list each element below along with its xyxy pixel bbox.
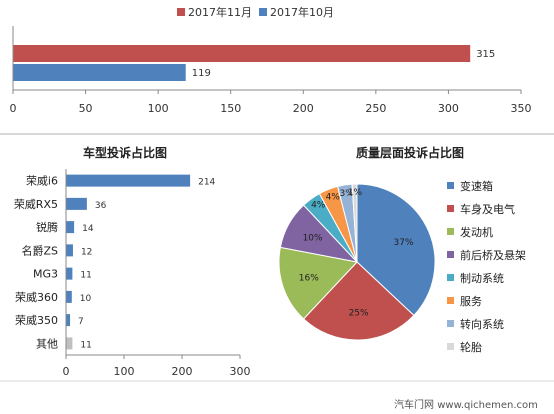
top-x-tick-label: 300	[438, 102, 459, 115]
model-bar	[66, 244, 73, 257]
pie-slice	[356, 183, 436, 317]
pie-slice-label: 3%	[340, 189, 355, 199]
pie-legend-label: 服务	[460, 295, 482, 308]
quality-pie-chart: 37%25%16%10%4%4% 3%1%	[278, 183, 436, 341]
legend-label-0: 2017年11月	[188, 5, 252, 19]
top-x-tick-label: 100	[148, 102, 169, 115]
pie-legend-swatch	[447, 320, 454, 327]
pie-slice-label: 16%	[299, 274, 319, 284]
pie-slice	[278, 246, 358, 320]
model-category-label: 荣威350	[15, 314, 58, 327]
model-bar-chart: 荣威i6 214 荣威RX5 36 锐腾 14 名爵ZS 12 MG3 11 荣威360 10 荣威35…	[14, 169, 251, 378]
pie-legend-swatch	[447, 228, 454, 235]
top-x-tick-label: 200	[293, 102, 314, 115]
legend-label-1: 2017年10月	[270, 5, 334, 19]
model-bar-label: 7	[78, 317, 84, 327]
quality-chart-title: 质量层面投诉占比图	[356, 145, 464, 160]
model-category-label: MG3	[33, 268, 58, 281]
top-bar-0	[13, 45, 471, 62]
model-category-label: 其他	[36, 337, 58, 350]
top-bar-chart: 315 119 0 50 100 150 200 250 300 350	[10, 26, 532, 115]
model-bar	[66, 197, 87, 210]
pie-slice-label: 1%	[348, 188, 363, 198]
pie-slice-label: 25%	[349, 309, 369, 319]
top-bar-label-0: 315	[476, 49, 495, 60]
model-chart-title: 车型投诉占比图	[83, 145, 167, 160]
top-x-tick-label: 250	[365, 102, 386, 115]
model-bar	[66, 337, 73, 350]
top-bar-label-1: 119	[192, 68, 211, 79]
pie-legend-label: 制动系统	[460, 272, 504, 285]
pie-legend-swatch	[447, 182, 454, 189]
pie-legend-label: 变速箱	[460, 179, 493, 193]
model-x-tick-label: 100	[114, 365, 135, 378]
top-x-tick-label: 50	[79, 102, 93, 115]
pie-legend-swatch	[447, 205, 454, 212]
pie-legend-label: 轮胎	[460, 340, 482, 354]
model-bar-label: 10	[80, 294, 92, 304]
legend-swatch-0	[177, 8, 185, 16]
model-bar-label: 14	[82, 224, 94, 234]
model-bar-label: 214	[198, 178, 215, 188]
model-bar	[66, 314, 71, 327]
model-category-label: 锐腾	[36, 220, 58, 234]
top-legend: 2017年11月 2017年10月	[177, 5, 334, 19]
pie-slice-label: 4%	[326, 193, 341, 203]
model-bar-label: 11	[80, 340, 91, 350]
pie-slice-label: 37%	[394, 238, 414, 248]
model-x-tick-label: 300	[230, 365, 251, 378]
model-category-label: 名爵ZS	[21, 243, 58, 257]
pie-legend-swatch	[447, 297, 454, 304]
model-bar-label: 12	[81, 247, 92, 257]
pie-legend-label: 车身及电气	[460, 202, 515, 216]
model-bar-label: 36	[95, 201, 107, 211]
pie-slice-label: 10%	[303, 234, 323, 244]
model-bar	[66, 267, 73, 280]
model-bar	[66, 174, 191, 187]
model-category-label: 荣威RX5	[14, 198, 58, 211]
model-bar-label: 11	[80, 271, 91, 281]
model-bar	[66, 290, 72, 303]
top-bar-1	[13, 64, 186, 81]
model-x-tick-label: 0	[63, 365, 70, 378]
pie-legend-label: 发动机	[460, 225, 493, 239]
top-x-tick-label: 150	[220, 102, 241, 115]
model-bar	[66, 221, 75, 234]
pie-slice-label: 4%	[311, 201, 326, 211]
model-x-tick-label: 200	[172, 365, 193, 378]
pie-legend-swatch	[447, 274, 454, 281]
pie-legend-label: 转向系统	[460, 317, 504, 331]
legend-swatch-1	[259, 8, 267, 16]
pie-legend-swatch	[447, 251, 454, 258]
pie-legend-label: 前后桥及悬架	[460, 248, 526, 262]
pie-legend-swatch	[447, 343, 454, 350]
model-category-label: 荣威i6	[26, 175, 58, 188]
model-category-label: 荣威360	[15, 291, 58, 304]
pie-slice	[351, 183, 358, 263]
top-x-tick-label: 0	[10, 102, 17, 115]
pie-slice	[302, 261, 415, 341]
watermark-text: 汽车门网 www.qichemen.com	[394, 398, 538, 411]
top-x-tick-label: 350	[511, 102, 532, 115]
